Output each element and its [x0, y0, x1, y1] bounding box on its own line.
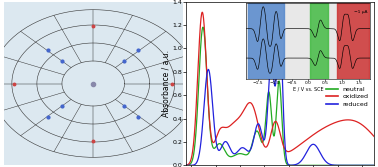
Legend: neutral, oxidized, reduced: neutral, oxidized, reduced: [324, 84, 371, 109]
Y-axis label: Absorbance / a.u.: Absorbance / a.u.: [162, 50, 171, 117]
